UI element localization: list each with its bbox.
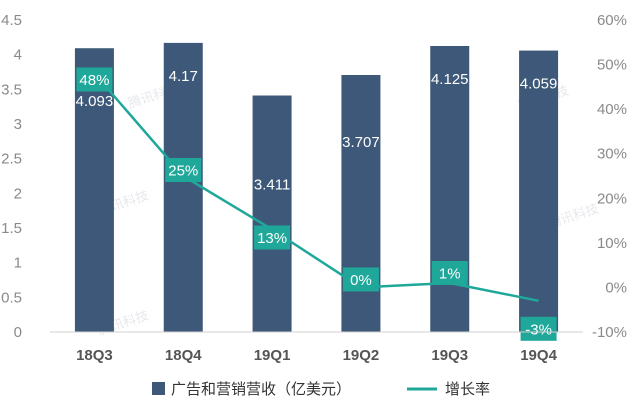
bar-value-label: 3.411 (254, 177, 290, 194)
right-axis-tick-label: 60% (597, 12, 627, 29)
line-label-box (76, 67, 113, 92)
line-value-labels: 48% 25% 13% 0% 1% -3% (76, 67, 557, 341)
legend-bar-swatch (152, 382, 165, 395)
right-axis-tick-label: 10% (597, 235, 627, 252)
x-axis-tick-label: 19Q4 (520, 347, 557, 364)
left-axis-tick-label: 2.5 (1, 151, 22, 168)
legend-bar-label: 广告和营销营收（亿美元） (171, 381, 351, 398)
x-axis-tick-label: 19Q1 (254, 347, 291, 364)
right-axis-tick-label: 50% (597, 57, 627, 74)
line-series (93, 72, 539, 303)
line-label-box (254, 225, 291, 250)
right-axis-tick-label: 30% (597, 146, 627, 163)
line-value-label: 1% (431, 260, 468, 285)
left-axis-tick-label: 0.5 (1, 289, 22, 306)
left-axis-tick-label: 1 (14, 255, 22, 272)
bar-19Q4 (519, 50, 559, 333)
line-value-label: 0% (342, 267, 379, 292)
left-axis-tick-label: 4 (14, 47, 22, 64)
bar-value-label: 4.17 (169, 68, 198, 85)
line-label-text: 0% (350, 272, 372, 289)
x-axis-tick-label: 19Q2 (343, 347, 380, 364)
x-axis-tick-label: 18Q4 (165, 347, 202, 364)
left-axis-tick-label: 2 (14, 185, 22, 202)
left-axis-tick-label: 3 (14, 116, 22, 133)
left-axis-tick-label: 3.5 (1, 81, 22, 98)
line-value-label: -3% (520, 316, 557, 341)
bar-series (74, 42, 559, 333)
line-value-label: 25% (165, 158, 202, 182)
x-axis-tick-label: 19Q3 (431, 347, 468, 364)
line-label-box (342, 267, 379, 292)
right-axis-tick-label: 0% (605, 279, 627, 296)
bar-value-label: 4.059 (520, 76, 558, 93)
right-axis-tick-label: 20% (597, 190, 627, 207)
line-label-text: -3% (525, 321, 552, 338)
line-label-box (431, 260, 468, 285)
bar-value-label: 4.093 (76, 93, 114, 110)
left-axis-tick-label: 4.5 (1, 12, 22, 29)
line-label-text: 13% (257, 230, 287, 247)
right-axis-tick-label: 40% (597, 101, 627, 118)
right-axis-tick-label: -10% (592, 324, 627, 341)
bar-18Q4 (163, 42, 203, 332)
line-label-text: 1% (439, 265, 461, 282)
left-y-axis: 0 0.5 1 1.5 2 2.5 3 3.5 4 4.5 (1, 12, 22, 341)
line-label-text: 25% (168, 163, 198, 180)
bar-19Q3 (430, 46, 470, 332)
left-axis-tick-label: 0 (14, 324, 22, 341)
bar-19Q2 (341, 74, 381, 333)
legend: 广告和营销营收（亿美元） 增长率 (152, 381, 490, 398)
line-label-box (520, 316, 557, 341)
line-label-text: 48% (79, 72, 109, 89)
bar-value-label: 3.707 (342, 134, 380, 151)
growth-rate-line (93, 72, 539, 303)
line-label-box (165, 158, 202, 182)
x-axis: 18Q3 18Q4 19Q1 19Q2 19Q3 19Q4 (50, 331, 583, 364)
bar-value-labels: 4.093 4.17 3.411 3.707 4.125 4.059 (76, 68, 558, 194)
legend-line-label: 增长率 (445, 381, 490, 398)
x-axis-tick-label: 18Q3 (76, 347, 113, 364)
bar-value-label: 4.125 (431, 71, 469, 88)
bar-19Q1 (252, 95, 292, 332)
right-y-axis: -10% 0% 10% 20% 30% 40% 50% 60% (592, 12, 627, 341)
bar-18Q3 (74, 48, 114, 333)
line-value-label: 13% (254, 225, 291, 250)
left-axis-tick-label: 1.5 (1, 220, 22, 237)
line-value-label: 48% (76, 67, 113, 92)
